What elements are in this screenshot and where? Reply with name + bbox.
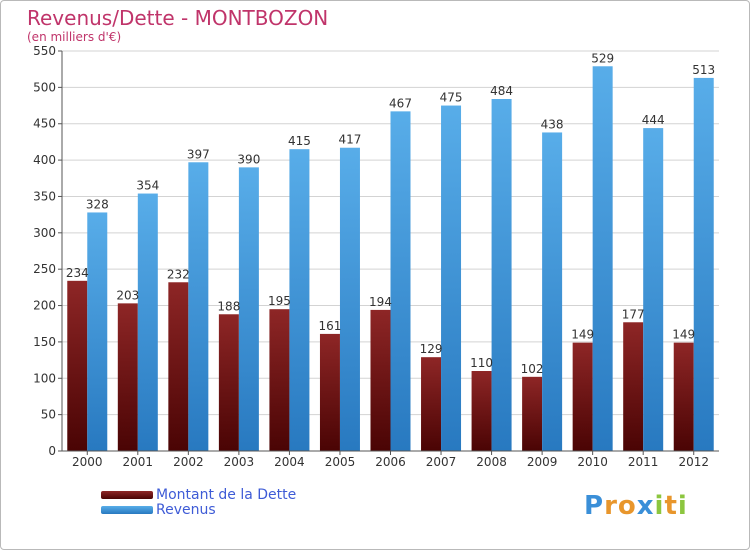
legend-swatch-dette: [101, 491, 153, 499]
x-tick-label: 2011: [628, 455, 659, 469]
x-tick-label: 2000: [72, 455, 103, 469]
bar-revenus: [289, 149, 310, 451]
data-label-dette: 232: [167, 267, 190, 281]
y-tick-label: 100: [33, 371, 56, 385]
legend-swatch-revenus: [101, 506, 153, 514]
data-label-dette: 102: [521, 362, 544, 376]
bar-dette: [218, 314, 239, 451]
bar-revenus: [592, 66, 613, 451]
y-tick-label: 250: [33, 262, 56, 276]
data-label-revenus: 417: [339, 133, 362, 147]
bar-dette: [673, 342, 694, 451]
bar-revenus: [542, 132, 563, 452]
logo-letter: t: [664, 491, 678, 521]
x-tick-label: 2006: [375, 455, 406, 469]
bar-dette: [319, 333, 340, 451]
data-label-revenus: 529: [591, 51, 614, 65]
y-tick-label: 550: [33, 44, 56, 58]
bar-dette: [421, 357, 442, 451]
chart-title: Revenus/Dette - MONTBOZON: [27, 6, 329, 30]
legend-label-dette: Montant de la Dette: [156, 487, 297, 503]
x-tick-label: 2010: [577, 455, 608, 469]
bar-dette: [522, 376, 543, 451]
bar-dette: [370, 309, 391, 451]
bar-revenus: [339, 147, 360, 451]
data-label-revenus: 513: [692, 63, 715, 77]
data-label-revenus: 475: [440, 91, 463, 105]
data-label-dette: 234: [66, 266, 89, 280]
chart-subtitle: (en milliers d'€): [27, 30, 122, 44]
x-tick-label: 2005: [325, 455, 356, 469]
x-tick-label: 2004: [274, 455, 305, 469]
y-tick-label: 500: [33, 80, 56, 94]
x-tick-label: 2002: [173, 455, 204, 469]
data-label-revenus: 328: [86, 197, 109, 211]
y-tick-label: 200: [33, 299, 56, 313]
bar-revenus: [238, 167, 259, 451]
data-label-revenus: 397: [187, 147, 210, 161]
y-tick-label: 150: [33, 335, 56, 349]
bar-dette: [67, 280, 88, 451]
data-label-dette: 203: [116, 288, 139, 302]
x-tick-label: 2008: [476, 455, 507, 469]
data-label-dette: 149: [571, 328, 594, 342]
logo-letter: r: [604, 491, 618, 521]
y-tick-label: 300: [33, 226, 56, 240]
data-label-revenus: 354: [136, 179, 159, 193]
logo-letter: i: [654, 491, 665, 521]
logo-letter: o: [617, 491, 637, 521]
data-label-dette: 161: [319, 319, 342, 333]
data-label-revenus: 484: [490, 84, 513, 98]
bar-dette: [117, 303, 138, 451]
bar-dette: [572, 342, 593, 451]
y-tick-label: 350: [33, 189, 56, 203]
x-tick-label: 2012: [678, 455, 709, 469]
bar-revenus: [491, 99, 512, 451]
bar-revenus: [137, 193, 158, 451]
y-tick-label: 450: [33, 117, 56, 131]
y-tick-label: 50: [41, 408, 56, 422]
data-label-revenus: 415: [288, 134, 311, 148]
proxiti-logo: Proxiti: [584, 491, 688, 521]
y-tick-label: 400: [33, 153, 56, 167]
bar-revenus: [87, 212, 108, 451]
data-label-dette: 194: [369, 295, 392, 309]
bar-dette: [269, 309, 290, 451]
data-label-revenus: 467: [389, 96, 412, 110]
data-label-revenus: 444: [642, 113, 665, 127]
x-tick-label: 2001: [123, 455, 154, 469]
y-tick-label: 0: [48, 444, 56, 458]
bar-revenus: [390, 111, 411, 451]
data-label-revenus: 390: [237, 152, 260, 166]
logo-letter: i: [677, 491, 688, 521]
data-label-dette: 188: [217, 299, 240, 313]
x-tick-label: 2009: [527, 455, 558, 469]
bar-dette: [168, 282, 189, 451]
bar-dette: [471, 371, 492, 451]
logo-letter: x: [636, 491, 655, 521]
x-tick-label: 2003: [224, 455, 255, 469]
logo-letter: P: [584, 491, 605, 521]
data-label-dette: 110: [470, 356, 493, 370]
bar-revenus: [693, 77, 714, 451]
x-tick-label: 2007: [426, 455, 457, 469]
data-label-dette: 129: [420, 342, 443, 356]
data-label-dette: 195: [268, 294, 291, 308]
legend-label-revenus: Revenus: [156, 502, 216, 518]
data-label-dette: 177: [622, 307, 645, 321]
bar-revenus: [643, 128, 664, 451]
bar-revenus: [441, 105, 462, 451]
bar-dette: [623, 322, 644, 451]
data-label-dette: 149: [672, 328, 695, 342]
data-label-revenus: 438: [541, 117, 564, 131]
bar-revenus: [188, 162, 209, 452]
